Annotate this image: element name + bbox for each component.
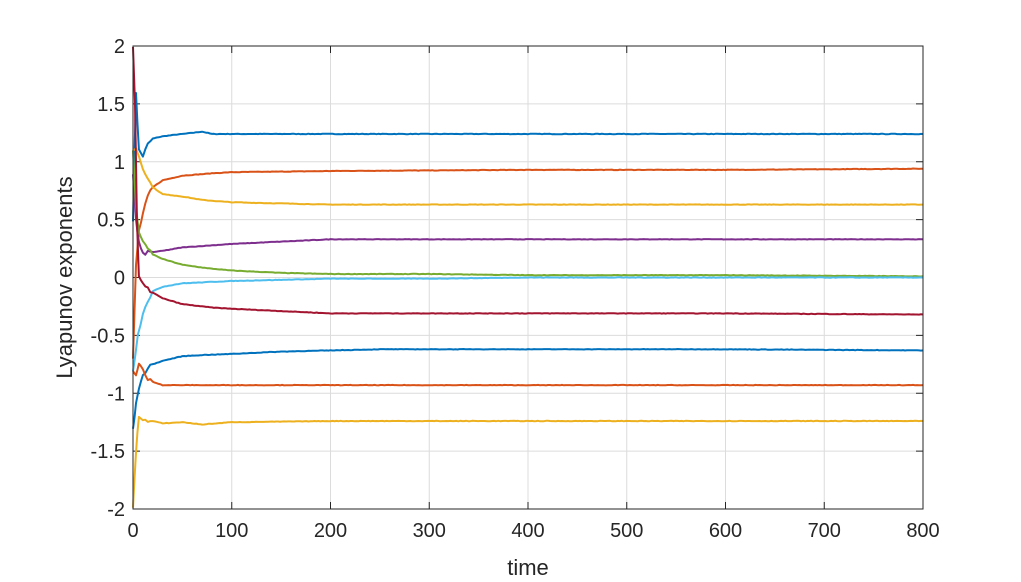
- x-tick-label: 300: [413, 520, 446, 542]
- y-tick-label: -2: [107, 499, 125, 521]
- y-tick-labels: -2 -1.5 -1 -0.5 0 0.5 1 1.5 2: [91, 36, 125, 521]
- series-line-8: [132, 348, 924, 429]
- x-tick-label: 100: [215, 520, 248, 542]
- series-line-10: [132, 415, 924, 508]
- y-tick-label: -1.5: [91, 441, 125, 463]
- y-tick-label: 1: [114, 152, 125, 174]
- series-lines: [132, 46, 924, 508]
- series-line-9: [132, 362, 924, 387]
- plot-area-border: [132, 45, 924, 510]
- x-tick-label: 800: [906, 520, 939, 542]
- series-line-6: [132, 276, 924, 372]
- x-tick-label: 0: [127, 520, 138, 542]
- x-tick-label: 700: [808, 520, 841, 542]
- x-tick-label: 200: [314, 520, 347, 542]
- x-axis-label: time: [507, 555, 549, 580]
- y-tick-label: 0: [114, 268, 125, 290]
- series-line-7: [132, 46, 924, 316]
- y-tick-label: -1: [107, 383, 125, 405]
- series-line-1: [132, 92, 924, 222]
- y-axis-label: Lyapunov exponents: [52, 176, 77, 378]
- series-line-4: [132, 174, 923, 256]
- series-line-2: [132, 167, 923, 359]
- series-line-3: [132, 147, 923, 206]
- x-tick-label: 400: [511, 520, 544, 542]
- x-tick-label: 500: [610, 520, 643, 542]
- y-tick-label: -0.5: [91, 325, 125, 347]
- y-tick-label: 2: [114, 36, 125, 58]
- series-line-5: [132, 150, 924, 278]
- y-tick-label: 1.5: [97, 94, 125, 116]
- x-tick-label: 600: [709, 520, 742, 542]
- x-tick-labels: 0 100 200 300 400 500 600 700 800: [127, 520, 939, 542]
- y-tick-label: 0.5: [97, 210, 125, 232]
